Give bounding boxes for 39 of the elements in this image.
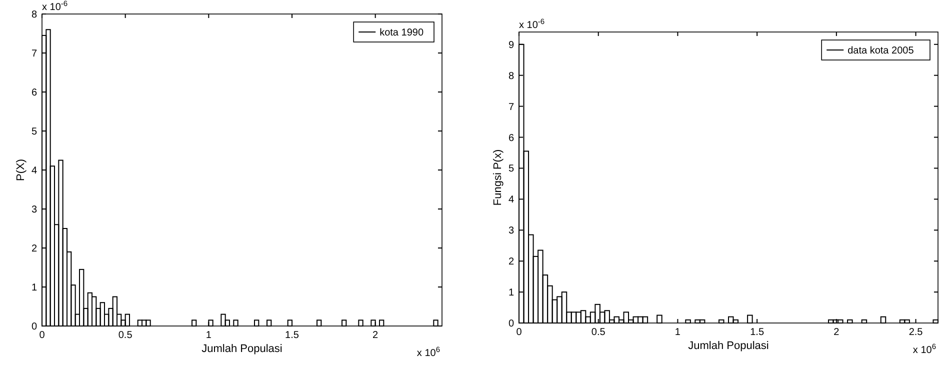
text: x 10$^{6}$ [416, 344, 440, 359]
y-tick-label: 4 [31, 166, 38, 176]
text: x 10$^{-6}$ [42, 0, 68, 13]
y-tick-label: 7 [31, 48, 38, 60]
y-tick-label: 1 [508, 288, 514, 299]
x-axis-title: Jumlah Populasi [202, 343, 282, 355]
x-tick-label: 1 [206, 330, 212, 341]
x-tick-label: 1.5 [750, 327, 764, 338]
x-tick-label: 2 [834, 327, 840, 338]
y-tick-label: 8 [31, 10, 38, 20]
text: x 10$^{6}$ [912, 342, 936, 356]
x-axis-title: Jumlah Populasi [688, 340, 769, 352]
y-tick-label: 0 [508, 318, 514, 330]
y-tick-label: 1 [31, 282, 38, 294]
y-tick-label: 2 [31, 244, 38, 254]
y-axis-title: Fungsi P(x) [492, 149, 504, 206]
x-tick-label: 0.5 [118, 330, 133, 341]
y-tick-label: 5 [31, 126, 38, 138]
x-tick-label: 0 [39, 330, 46, 341]
legend-label: data kota 2005 [848, 46, 914, 56]
y-tick-label: 5 [508, 164, 514, 175]
x-tick-label: 2.5 [908, 327, 924, 338]
x-tick-label: 0.5 [591, 327, 606, 338]
y-tick-label: 2 [508, 256, 514, 268]
y-tick-label: 7 [508, 102, 514, 113]
y-tick-label: 9 [508, 40, 514, 51]
y-tick-label: 3 [31, 204, 38, 216]
text: x 10$^{-6}$ [519, 16, 545, 31]
x-tick-label: 2 [372, 330, 379, 341]
y-axis-title: P(X) [15, 159, 27, 181]
x-tick-label: 0 [516, 327, 522, 338]
x-tick-label: 1 [674, 327, 681, 338]
x-tick-label: 1.5 [285, 330, 300, 341]
y-tick-label: 3 [508, 226, 514, 237]
y-tick-label: 8 [508, 70, 514, 82]
y-tick-label: 4 [508, 194, 514, 206]
legend-label: kota 1990 [380, 28, 424, 38]
y-tick-label: 6 [31, 88, 38, 98]
y-tick-label: 6 [508, 132, 514, 144]
